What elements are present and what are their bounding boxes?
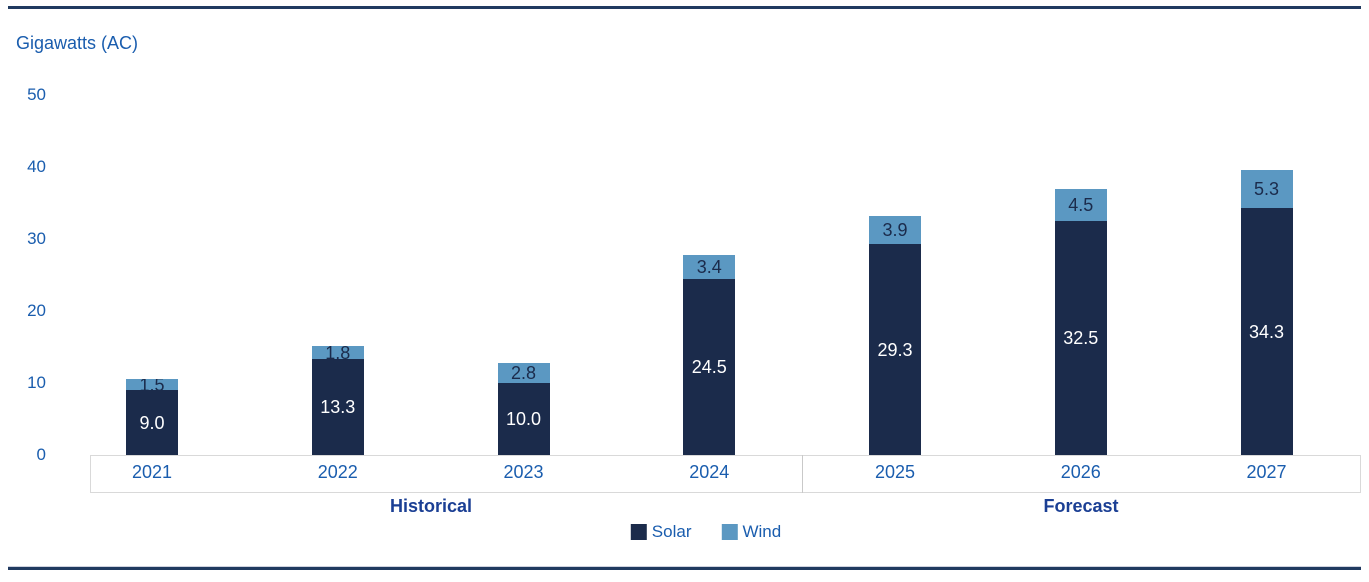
bar-segment-wind: 4.5 (1054, 189, 1107, 221)
x-axis-label-2022: 2022 (317, 462, 358, 482)
bar-value-label-solar: 24.5 (691, 357, 727, 377)
bar-segment-wind: 3.4 (683, 255, 736, 279)
bar-2025: 3.9 29.3 (869, 216, 921, 455)
y-tick-label: 50 (27, 85, 46, 104)
bar-value-label-wind: 5.3 (1253, 179, 1280, 199)
section-label-historical: Historical (389, 496, 473, 516)
bar-value-label-solar: 29.3 (877, 339, 913, 360)
legend-item-wind: Wind (721, 522, 781, 542)
bar-value-label-solar: 13.3 (320, 397, 356, 417)
legend-swatch-wind-icon (721, 524, 738, 540)
bar-segment-solar: 32.5 (1054, 221, 1107, 455)
bar-value-label-solar: 9.0 (139, 412, 165, 433)
bar-segment-solar: 9.0 (126, 390, 178, 455)
x-axis-label-2026: 2026 (1060, 462, 1101, 482)
legend-label-solar: Solar (651, 522, 692, 541)
bar-value-label-wind: 1.5 (139, 379, 165, 390)
bar-2022: 1.8 13.3 (311, 346, 364, 455)
bar-2024: 3.4 24.5 (683, 255, 736, 455)
x-axis-box (90, 455, 1361, 493)
bar-value-label-wind: 4.5 (1068, 195, 1094, 215)
bar-value-label-wind: 3.4 (696, 257, 722, 277)
bar-2023: 2.8 10.0 (497, 363, 550, 455)
bar-segment-wind: 5.3 (1240, 170, 1293, 208)
bar-value-label-wind: 1.8 (325, 346, 351, 359)
bar-segment-solar: 24.5 (683, 279, 736, 455)
section-divider (802, 455, 803, 493)
x-axis-label-2025: 2025 (874, 462, 916, 482)
bar-value-label-wind: 2.8 (510, 363, 537, 383)
x-axis-label-2027: 2027 (1246, 462, 1287, 482)
bar-segment-wind: 2.8 (497, 363, 550, 383)
bar-segment-wind: 3.9 (869, 216, 921, 244)
y-tick-label: 0 (36, 445, 46, 464)
bar-2021: 1.5 9.0 (126, 379, 178, 455)
bar-segment-solar: 29.3 (869, 244, 921, 455)
bar-segment-wind: 1.8 (311, 346, 364, 359)
x-axis-label-2024: 2024 (689, 462, 730, 482)
bar-value-label-solar: 32.5 (1063, 328, 1099, 348)
bar-segment-solar: 13.3 (311, 359, 364, 455)
bar-value-label-solar: 34.3 (1248, 321, 1285, 342)
bar-2027: 5.3 34.3 (1240, 170, 1293, 455)
x-axis-label-2023: 2023 (503, 462, 544, 482)
bar-2026: 4.5 32.5 (1054, 189, 1107, 455)
bar-value-label-wind: 3.9 (882, 220, 908, 240)
legend-item-solar: Solar (630, 522, 692, 542)
bar-segment-solar: 34.3 (1240, 208, 1293, 455)
legend: Solar Wind (630, 522, 781, 542)
legend-swatch-solar-icon (630, 524, 647, 540)
bar-value-label-solar: 10.0 (505, 409, 542, 429)
x-axis-label-2021: 2021 (131, 462, 173, 482)
y-tick-label: 40 (27, 157, 46, 176)
y-tick-label: 20 (27, 301, 46, 320)
section-label-forecast: Forecast (1043, 496, 1119, 516)
bar-segment-wind: 1.5 (126, 379, 178, 390)
legend-label-wind: Wind (742, 522, 782, 541)
y-tick-label: 30 (27, 229, 46, 248)
bar-segment-solar: 10.0 (497, 383, 550, 455)
y-axis-title: Gigawatts (AC) (16, 33, 139, 53)
top-rule (8, 6, 1361, 9)
y-tick-label: 10 (27, 373, 46, 392)
bottom-rule (8, 566, 1361, 570)
